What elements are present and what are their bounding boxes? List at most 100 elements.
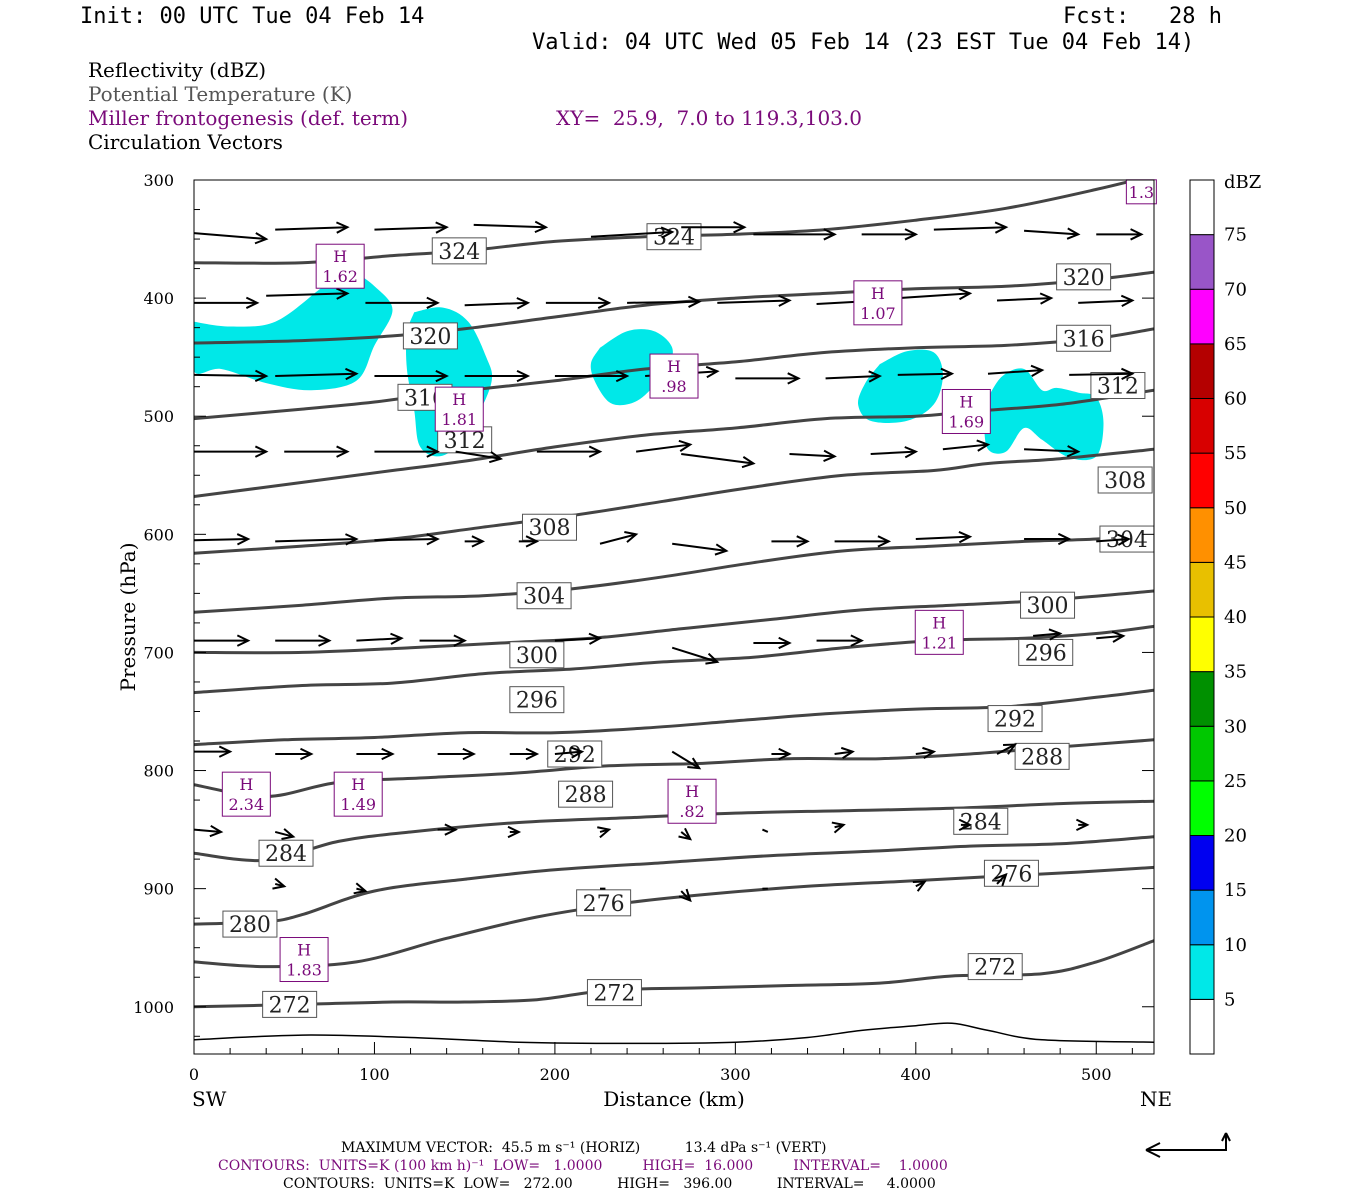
circulation-vector: [545, 296, 612, 309]
circulation-vector: [518, 535, 540, 548]
circulation-vector: [274, 828, 296, 840]
vector-head: [741, 456, 756, 469]
circulation-vector: [933, 221, 1009, 234]
fronto-high-1.83: H1.83: [279, 937, 329, 983]
circulation-vector: [987, 364, 1045, 377]
circulation-vector: [554, 746, 585, 759]
vector-shaft: [933, 226, 1007, 231]
theta-label: 324: [653, 226, 695, 251]
vector-head: [1003, 743, 1018, 755]
vector-head: [922, 746, 937, 760]
vector-head: [904, 228, 919, 241]
fronto-high-.82: H.82: [667, 778, 717, 824]
fronto-high-box: [279, 937, 329, 983]
fronto-high-.98: H.98: [649, 353, 699, 399]
circulation-vector: [912, 880, 927, 892]
fronto-high-1.69: H1.69: [941, 388, 991, 434]
circulation-vector: [554, 369, 630, 383]
terrain-layer: [194, 1022, 1154, 1045]
vector-head: [254, 232, 269, 245]
vector-head: [778, 294, 792, 307]
theta-contour-296: [194, 624, 1154, 695]
vector-head: [236, 634, 251, 647]
vector-shaft: [635, 443, 691, 453]
footer-theta-contours: CONTOURS: UNITS=K LOW= 272.00 HIGH= 396.…: [283, 1176, 936, 1192]
circulation-vector: [266, 287, 350, 300]
vector-shaft: [266, 292, 348, 297]
x-tick-label: 300: [720, 1065, 751, 1084]
y-tick-label: 400: [143, 289, 174, 308]
fronto-high-box: [221, 771, 271, 817]
circulation-vector: [590, 226, 675, 239]
theta-contour-272: [194, 939, 1154, 1009]
theta-label-box: [987, 705, 1043, 733]
circulation-vector: [831, 821, 846, 834]
vector-head: [444, 823, 458, 836]
fronto-high-box: [667, 778, 717, 824]
vector-head: [390, 632, 404, 645]
vector-head: [1130, 228, 1144, 241]
circulation-vector: [1069, 367, 1135, 381]
circulation-vector: [897, 367, 955, 381]
circulation-vector: [509, 747, 540, 761]
vector-shaft: [915, 750, 934, 755]
colorbar-level: 60: [1224, 389, 1247, 410]
circulation-vector: [356, 632, 404, 645]
vector-head: [426, 445, 440, 458]
circulation-vector: [834, 535, 892, 548]
theta-label-box: [1018, 638, 1074, 666]
y-tick-label: 500: [143, 407, 174, 426]
vector-head: [940, 367, 955, 381]
fronto-high-box: [941, 388, 991, 434]
theta-label-box: [1056, 324, 1112, 352]
colorbar-swatch: [1189, 998, 1215, 1055]
vector-head: [507, 825, 522, 839]
colorbar-swatch: [1189, 398, 1215, 454]
vector-shaft: [554, 637, 601, 642]
vector-head: [994, 221, 1009, 234]
x-tick-label: 500: [1081, 1065, 1112, 1084]
vector-shaft: [671, 646, 718, 663]
vector-shaft: [194, 373, 267, 378]
circulation-vector: [374, 369, 449, 383]
vector-head: [1066, 227, 1081, 240]
vector-head: [336, 221, 350, 234]
theta-contour-304: [194, 532, 1154, 614]
vector-shaft: [870, 450, 916, 456]
circulation-vector: [1033, 628, 1063, 641]
circulation-vector: [464, 297, 531, 310]
vector-head: [994, 872, 1008, 887]
circulation-vector: [365, 296, 440, 309]
vector-head: [660, 226, 675, 239]
vector-head: [570, 746, 585, 759]
circulation-vector: [870, 446, 919, 459]
colorbar-swatch: [1189, 616, 1215, 673]
circulation-vector: [356, 747, 395, 761]
theta-label: 300: [516, 644, 558, 669]
circulation-vector: [671, 750, 702, 770]
vector-shaft: [275, 372, 357, 378]
vector-head: [516, 297, 531, 310]
vector-head: [687, 757, 702, 770]
vector-head: [1111, 630, 1126, 643]
vector-head: [1057, 532, 1072, 546]
vector-shaft: [825, 375, 880, 380]
colorbar-level: 40: [1224, 607, 1247, 628]
circulation-vector: [464, 369, 531, 383]
vector-head: [435, 221, 449, 234]
theta-label: 284: [265, 842, 307, 867]
circulation-vector: [678, 888, 692, 903]
theta-label: 320: [409, 325, 451, 350]
vector-shaft: [942, 443, 989, 451]
y-tick-label: 900: [143, 880, 174, 899]
x-tick-label: 200: [540, 1065, 571, 1084]
fronto-high-letter: H: [667, 357, 681, 376]
theta-label: 272: [593, 982, 635, 1007]
circulation-vector: [194, 634, 251, 647]
forecast-hour: Fcst: 28 h: [1063, 4, 1222, 29]
fronto-high-box: [1125, 179, 1157, 205]
colorbar-swatch: [1189, 179, 1215, 236]
colorbar-level: 65: [1224, 334, 1247, 355]
circulation-vector: [762, 828, 769, 833]
